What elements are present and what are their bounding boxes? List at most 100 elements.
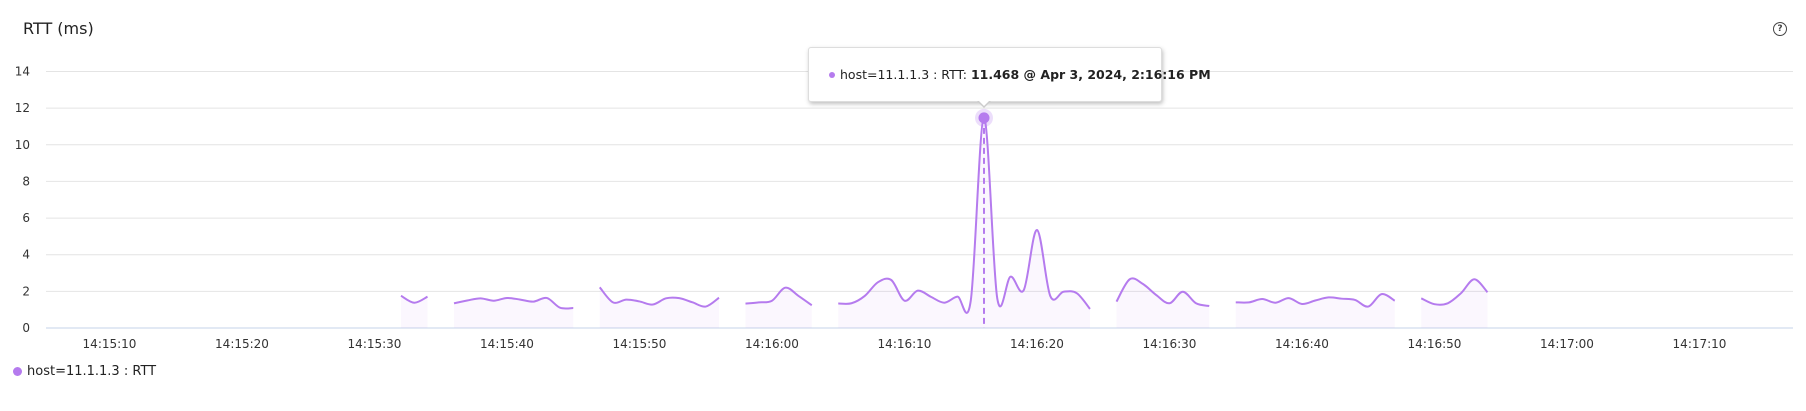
series-line-segment[interactable]	[400, 294, 428, 304]
data-point[interactable]	[849, 300, 855, 306]
data-point[interactable]	[1087, 306, 1093, 312]
data-point[interactable]	[517, 297, 523, 303]
y-tick-label: 6	[22, 211, 30, 225]
data-point[interactable]	[928, 294, 934, 300]
question-circle-icon[interactable]: ?	[1773, 22, 1787, 36]
data-point[interactable]	[835, 300, 841, 306]
data-point[interactable]	[1379, 291, 1385, 297]
data-point[interactable]	[941, 300, 947, 306]
data-point[interactable]	[703, 304, 709, 310]
series-line-segment[interactable]	[745, 286, 813, 307]
data-point[interactable]	[743, 301, 749, 307]
series-line-segment[interactable]	[1420, 278, 1489, 306]
data-point[interactable]	[862, 293, 868, 299]
data-point[interactable]	[464, 298, 470, 304]
data-point[interactable]	[1127, 276, 1133, 282]
data-point[interactable]	[915, 288, 921, 294]
data-point[interactable]	[968, 298, 974, 304]
data-point[interactable]	[531, 299, 537, 305]
y-tick-label: 2	[22, 284, 30, 298]
data-point[interactable]	[1352, 297, 1358, 303]
data-point[interactable]	[769, 298, 775, 304]
data-point[interactable]	[451, 300, 457, 306]
data-point[interactable]	[1153, 292, 1159, 298]
x-tick-label: 14:16:00	[745, 337, 799, 351]
data-point[interactable]	[994, 295, 1000, 301]
data-point[interactable]	[1286, 295, 1292, 301]
data-point[interactable]	[902, 298, 908, 304]
data-point[interactable]	[782, 285, 788, 291]
data-point[interactable]	[623, 297, 629, 303]
x-tick-label: 14:16:20	[1010, 337, 1064, 351]
data-point[interactable]	[650, 302, 656, 308]
data-point[interactable]	[1008, 274, 1014, 280]
series-line-segment[interactable]	[598, 286, 720, 308]
data-point[interactable]	[1312, 298, 1318, 304]
data-point[interactable]	[1259, 296, 1265, 302]
data-point[interactable]	[504, 295, 510, 301]
data-point[interactable]	[796, 293, 802, 299]
x-axis-ticks: 14:15:10 14:15:20 14:15:30 14:15:40 14:15:50…	[83, 337, 1727, 351]
data-point[interactable]	[1140, 281, 1146, 287]
series-line-segment[interactable]	[453, 296, 574, 310]
data-point[interactable]	[1458, 290, 1464, 296]
data-point[interactable]	[1034, 227, 1040, 233]
data-point[interactable]	[491, 298, 497, 304]
data-point[interactable]	[955, 294, 961, 300]
x-tick-label: 14:16:50	[1408, 337, 1462, 351]
data-point[interactable]	[676, 295, 682, 301]
chart-title: RTT (ms)	[23, 19, 94, 38]
data-point[interactable]	[1180, 289, 1186, 295]
data-point[interactable]	[1445, 300, 1451, 306]
data-point[interactable]	[478, 295, 484, 301]
data-point[interactable]	[1432, 301, 1438, 307]
series-area-segment	[401, 295, 428, 328]
data-point[interactable]	[1246, 299, 1252, 305]
data-point[interactable]	[425, 294, 431, 300]
series-line-segment[interactable]	[1115, 277, 1210, 308]
data-point[interactable]	[557, 305, 563, 311]
data-point[interactable]	[1326, 294, 1332, 300]
data-point[interactable]	[809, 302, 815, 308]
data-point[interactable]	[1206, 303, 1212, 309]
data-point[interactable]	[610, 299, 616, 305]
data-point[interactable]	[637, 298, 643, 304]
data-point[interactable]	[1299, 301, 1305, 307]
series-line-segment[interactable]	[838, 116, 1091, 314]
data-point[interactable]	[875, 279, 881, 285]
highlight-point[interactable]	[978, 112, 990, 124]
data-point[interactable]	[1485, 289, 1491, 295]
legend-item[interactable]: host=11.1.1.3 : RTT	[13, 364, 156, 379]
data-point[interactable]	[398, 293, 404, 299]
data-point[interactable]	[1193, 300, 1199, 306]
data-point[interactable]	[1233, 299, 1239, 305]
y-tick-label: 10	[15, 138, 30, 152]
data-point[interactable]	[756, 299, 762, 305]
data-point[interactable]	[690, 299, 696, 305]
data-point[interactable]	[1021, 287, 1027, 293]
data-point[interactable]	[1392, 298, 1398, 304]
data-point[interactable]	[570, 305, 576, 311]
data-point[interactable]	[1114, 299, 1120, 305]
x-tick-label: 14:15:30	[348, 337, 402, 351]
data-point[interactable]	[1273, 300, 1279, 306]
highlight	[975, 108, 993, 328]
data-point[interactable]	[1339, 296, 1345, 302]
data-point[interactable]	[663, 295, 669, 301]
data-point[interactable]	[544, 295, 550, 301]
data-point[interactable]	[1167, 300, 1173, 306]
data-point[interactable]	[1074, 290, 1080, 296]
data-point[interactable]	[1047, 293, 1053, 299]
data-point[interactable]	[1061, 289, 1067, 295]
data-point[interactable]	[1471, 276, 1477, 282]
data-point[interactable]	[1418, 295, 1424, 301]
data-point[interactable]	[411, 300, 417, 306]
data-point[interactable]	[716, 295, 722, 301]
y-tick-label: 12	[15, 101, 30, 115]
data-point[interactable]	[888, 277, 894, 283]
data-point[interactable]	[597, 284, 603, 290]
series-line-segment[interactable]	[1235, 293, 1396, 308]
series-dot-icon	[829, 71, 835, 78]
data-point[interactable]	[1365, 304, 1371, 310]
